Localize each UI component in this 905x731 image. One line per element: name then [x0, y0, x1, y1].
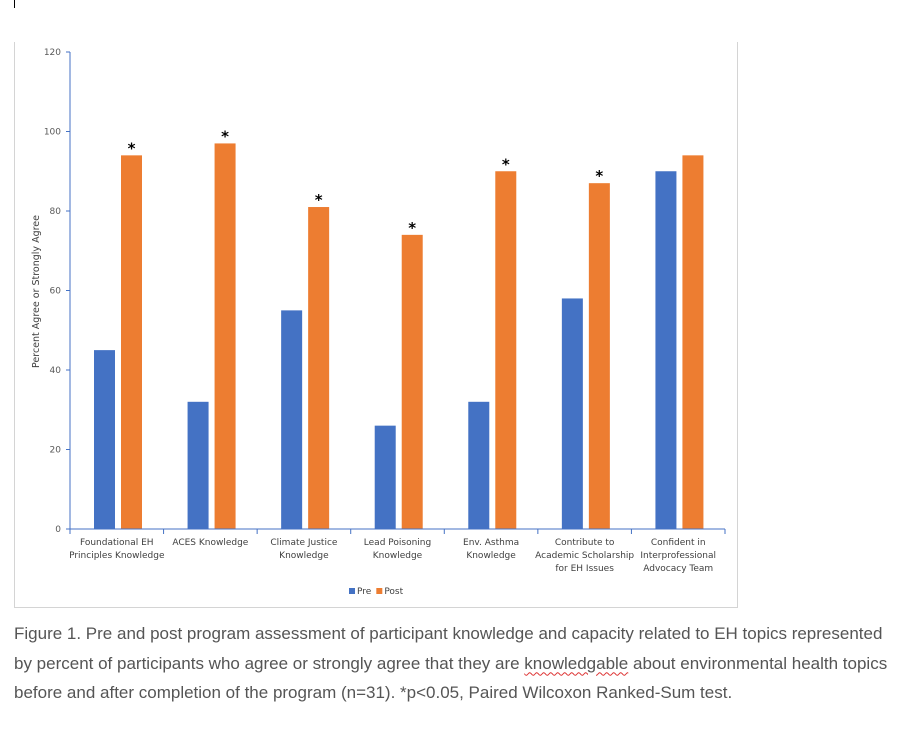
caption-misspelled-word: knowledgable	[524, 653, 629, 673]
bar-post-7	[682, 155, 704, 529]
x-category-label: Foundational EH	[80, 538, 154, 548]
x-category-label: Interprofessional	[640, 551, 716, 561]
y-axis-label: Percent Agree or Strongly Agree	[31, 215, 42, 368]
x-category-label: Confident in	[651, 538, 706, 548]
legend-swatch-pre	[349, 588, 355, 594]
bar-pre-4	[374, 425, 396, 529]
bar-pre-3	[281, 310, 303, 529]
bar-pre-6	[561, 298, 583, 529]
x-category-label: Knowledge	[466, 551, 516, 561]
significance-marker: *	[315, 191, 323, 209]
y-tick-label: 40	[50, 366, 62, 376]
caption-text-end: about environmental health topics before…	[14, 653, 888, 703]
y-tick-label: 20	[50, 446, 62, 456]
x-category-label: Lead Poisoning	[364, 538, 431, 548]
bar-pre-1	[94, 350, 115, 529]
bar-pre-7	[655, 171, 677, 529]
significance-marker: *	[128, 139, 136, 157]
significance-marker: *	[502, 155, 510, 173]
figure-caption: Figure 1. Pre and post program assessmen…	[14, 619, 899, 708]
bar-pre-2	[187, 401, 209, 529]
bar-chart: 0 20 40 60 80 100 120 Percent Agree or Strongly…	[31, 48, 726, 597]
y-tick-label: 120	[44, 48, 61, 58]
x-category-label: Knowledge	[373, 551, 423, 561]
bar-post-5	[495, 171, 517, 529]
y-tick-label: 80	[50, 207, 62, 217]
bar-post-4	[401, 234, 423, 529]
chart-frame	[14, 42, 738, 608]
x-category-label: Env. Asthma	[463, 538, 519, 548]
caption-text-start: Figure 1. Pre and post program assessmen…	[14, 624, 883, 673]
x-category-label: Knowledge	[279, 551, 329, 561]
y-tick-label: 60	[50, 287, 62, 297]
legend-label-pre: Pre	[357, 587, 372, 597]
bar-post-1	[121, 155, 142, 529]
x-category-label: Principles Knowledge	[69, 551, 165, 561]
x-category-label: Contribute to	[555, 538, 615, 548]
legend-label-post: Post	[384, 587, 403, 597]
bar-post-2	[214, 143, 236, 530]
x-category-label: ACES Knowledge	[172, 538, 248, 548]
significance-marker: *	[595, 167, 603, 185]
significance-marker: *	[221, 127, 229, 145]
y-tick-label: 0	[55, 525, 61, 535]
x-category-label: Climate Justice	[270, 538, 338, 548]
x-category-label: Advocacy Team	[643, 564, 713, 574]
bar-post-6	[588, 183, 610, 530]
x-category-label: Academic Scholarship	[535, 551, 634, 561]
significance-marker: *	[408, 219, 416, 237]
bar-post-3	[308, 207, 330, 529]
cursor-mark	[14, 0, 15, 8]
y-tick-label: 100	[44, 128, 61, 138]
x-category-label: for EH Issues	[555, 564, 614, 574]
legend-swatch-post	[376, 588, 383, 594]
bar-pre-5	[468, 401, 490, 529]
